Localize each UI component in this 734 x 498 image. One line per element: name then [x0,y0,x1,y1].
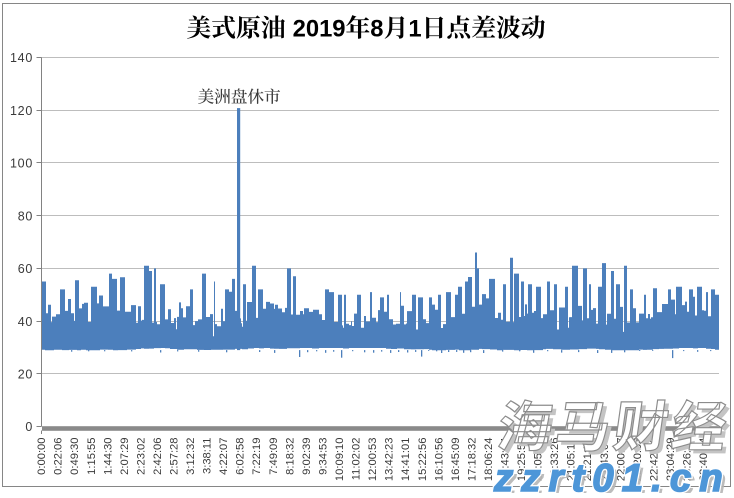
svg-text:1:15:55: 1:15:55 [86,438,98,475]
svg-text:0:49:30: 0:49:30 [69,438,81,475]
svg-text:2:23:02: 2:23:02 [135,438,147,475]
svg-text:16:10:56: 16:10:56 [433,438,445,482]
svg-text:20:33:26: 20:33:26 [549,438,561,482]
svg-text:0:22:06: 0:22:06 [53,438,65,475]
svg-text:40: 40 [18,315,33,329]
svg-text:7:22:19: 7:22:19 [251,438,263,475]
svg-text:2:42:06: 2:42:06 [152,438,164,475]
svg-text:3:38:11: 3:38:11 [202,438,214,475]
svg-text:2019: 2019 [293,16,346,43]
svg-text:zzrt01.cn: zzrt01.cn [493,457,731,493]
svg-text:zzrt01.cn: zzrt01.cn [497,461,734,494]
svg-text:14:41:01: 14:41:01 [400,438,412,482]
svg-text:20: 20 [18,368,33,382]
svg-text:9:34:53: 9:34:53 [318,438,330,475]
svg-text:100: 100 [10,157,33,171]
svg-text:7:49:09: 7:49:09 [268,438,280,475]
svg-text:2:07:29: 2:07:29 [119,438,131,475]
svg-text:140: 140 [10,51,33,65]
svg-text:9:02:39: 9:02:39 [301,438,313,475]
svg-text:1:44:30: 1:44:30 [102,438,114,475]
svg-text:8:18:32: 8:18:32 [284,438,296,475]
svg-text:60: 60 [18,262,33,276]
svg-text:6:02:58: 6:02:58 [235,438,247,475]
svg-text:3:12:32: 3:12:32 [185,438,197,475]
svg-text:12:00:53: 12:00:53 [367,438,379,482]
svg-text:21:05:12: 21:05:12 [566,438,578,482]
svg-text:4:22:07: 4:22:07 [218,438,230,475]
svg-text:13:42:23: 13:42:23 [384,438,396,482]
svg-text:16:45:09: 16:45:09 [450,438,462,482]
svg-text:0: 0 [25,420,33,434]
svg-text:17:18:32: 17:18:32 [466,438,478,482]
svg-text:18:06:24: 18:06:24 [483,438,495,482]
svg-text:19:25:56: 19:25:56 [516,438,528,482]
svg-text:0:00:00: 0:00:00 [36,438,48,475]
svg-text:11:02:02: 11:02:02 [351,438,363,481]
svg-text:8: 8 [370,16,383,43]
svg-text:10:09:10: 10:09:10 [334,438,346,482]
svg-text:2:57:28: 2:57:28 [169,438,181,475]
svg-text:120: 120 [10,104,33,118]
svg-text:80: 80 [18,209,33,223]
svg-text:15:22:56: 15:22:56 [417,438,429,482]
svg-text:1: 1 [408,16,421,43]
svg-text:zzrt01.cn: zzrt01.cn [493,457,731,493]
